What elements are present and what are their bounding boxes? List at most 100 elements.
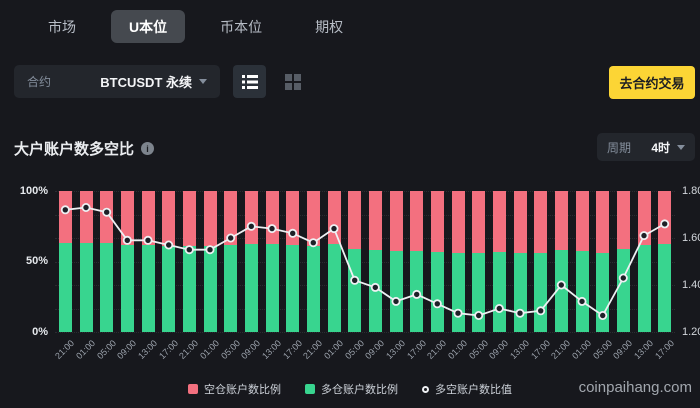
go-to-futures-trade-button[interactable]: 去合约交易 (609, 66, 695, 99)
stacked-bar (492, 191, 506, 332)
gridline (55, 214, 675, 216)
ratio-point-marker (453, 308, 463, 318)
tab-market[interactable]: 市场 (48, 18, 76, 35)
y-axis-right-tick: 1.20 (682, 326, 700, 338)
watermark: coinpaihang.com (578, 379, 692, 396)
long-ratio-segment (203, 246, 217, 332)
x-tick-label: 17:00 (652, 338, 676, 362)
short-ratio-segment (513, 191, 527, 253)
stacked-bar (224, 191, 238, 332)
ratio-point-marker (618, 273, 628, 283)
short-ratio-segment (616, 191, 630, 250)
gridline (55, 285, 675, 286)
long-ratio-segment (100, 243, 114, 332)
stacked-bar (554, 191, 568, 332)
ratio-point-marker (288, 228, 298, 238)
x-tick-label: 09:00 (239, 338, 263, 362)
long-ratio-segment (306, 245, 320, 332)
x-tick-label: 13:00 (508, 338, 532, 362)
chevron-down-icon (677, 144, 685, 150)
tab-options[interactable]: 期权 (315, 18, 344, 35)
legend-item-long-ratio[interactable]: 多仓账户数比例 (305, 381, 398, 397)
ratio-point-marker (350, 275, 360, 285)
x-tick-label: 01:00 (74, 338, 98, 362)
x-tick-label: 05:00 (218, 338, 242, 362)
ratio-point-marker (205, 245, 215, 255)
ratio-point-marker (226, 233, 236, 243)
stacked-bar (182, 191, 196, 332)
ratio-point-marker (143, 235, 153, 245)
x-tick-label: 17:00 (404, 338, 428, 362)
short-ratio-segment (348, 191, 362, 250)
legend-label: 多空账户数比值 (435, 384, 512, 396)
grid-view-button[interactable] (276, 65, 309, 98)
ratio-point-marker (577, 296, 587, 306)
x-tick-label: 01:00 (446, 338, 470, 362)
ratio-point-marker (370, 282, 380, 292)
long-ratio-segment (141, 245, 155, 332)
x-tick-label: 13:00 (136, 338, 160, 362)
short-ratio-segment (451, 191, 465, 253)
ratio-line (65, 206, 666, 317)
x-tick-label: 13:00 (384, 338, 408, 362)
chart-plot-area[interactable] (55, 191, 675, 333)
long-ratio-segment (658, 244, 672, 332)
short-ratio-segment (534, 191, 548, 253)
legend-item-short-ratio[interactable]: 空仓账户数比例 (188, 381, 281, 397)
stacked-bar (637, 191, 651, 332)
period-select[interactable]: 周期 4时 (597, 133, 695, 161)
stacked-bar (203, 191, 217, 332)
ratio-point-marker (432, 299, 442, 309)
short-ratio-segment (472, 191, 486, 254)
ratio-point-marker (246, 221, 256, 231)
short-ratio-segment (162, 191, 176, 246)
long-ratio-segment (575, 251, 589, 332)
short-ratio-segment (368, 191, 382, 250)
short-ratio-segment (410, 191, 424, 251)
tab-usdt-margined[interactable]: U本位 (111, 10, 186, 43)
x-tick-label: 21:00 (53, 338, 77, 362)
ratio-point-marker (267, 224, 277, 234)
short-ratio-segment (554, 191, 568, 250)
long-ratio-segment (554, 249, 568, 332)
x-tick-label: 13:00 (632, 338, 656, 362)
short-ratio-segment (596, 191, 610, 254)
x-tick-label: 05:00 (342, 338, 366, 362)
stacked-bar (100, 191, 114, 332)
y-axis-right-tick: 1.60 (682, 232, 700, 244)
short-ratio-segment (492, 191, 506, 253)
long-ratio-segment (182, 246, 196, 332)
ratio-point-marker (81, 202, 91, 212)
long-ratio-segment (58, 242, 72, 332)
list-view-button[interactable] (233, 65, 266, 98)
chevron-down-icon (199, 79, 207, 84)
tab-coin-margined[interactable]: 币本位 (220, 18, 263, 35)
legend-label: 空仓账户数比例 (204, 384, 281, 396)
short-ratio-segment (575, 191, 589, 252)
contract-select[interactable]: 合约 BTCUSDT 永续 (14, 65, 220, 98)
short-ratio-segment (306, 191, 320, 246)
short-ratio-segment (58, 191, 72, 243)
x-tick-label: 09:00 (115, 338, 139, 362)
gridline (55, 308, 675, 310)
x-tick-label: 09:00 (611, 338, 635, 362)
y-axis-right-tick: 1.40 (682, 279, 700, 291)
grid-icon (284, 73, 301, 90)
contract-label: 合约 (27, 75, 52, 89)
legend-item-ratio-line[interactable]: 多空账户数比值 (422, 381, 512, 397)
stacked-bar (575, 191, 589, 332)
stacked-bar (389, 191, 403, 332)
gridline (55, 261, 675, 263)
ratio-point-marker (556, 280, 566, 290)
info-icon[interactable]: i (141, 142, 155, 155)
ratio-point-marker (639, 231, 649, 241)
ratio-point-marker (515, 308, 525, 318)
x-tick-label: 21:00 (549, 338, 573, 362)
short-ratio-segment (182, 191, 196, 247)
x-tick-label: 21:00 (177, 338, 201, 362)
long-ratio-segment (286, 244, 300, 332)
ratio-point-marker (164, 240, 174, 250)
short-ratio-segment (658, 191, 672, 245)
x-tick-label: 21:00 (301, 338, 325, 362)
stacked-bar (658, 191, 672, 332)
